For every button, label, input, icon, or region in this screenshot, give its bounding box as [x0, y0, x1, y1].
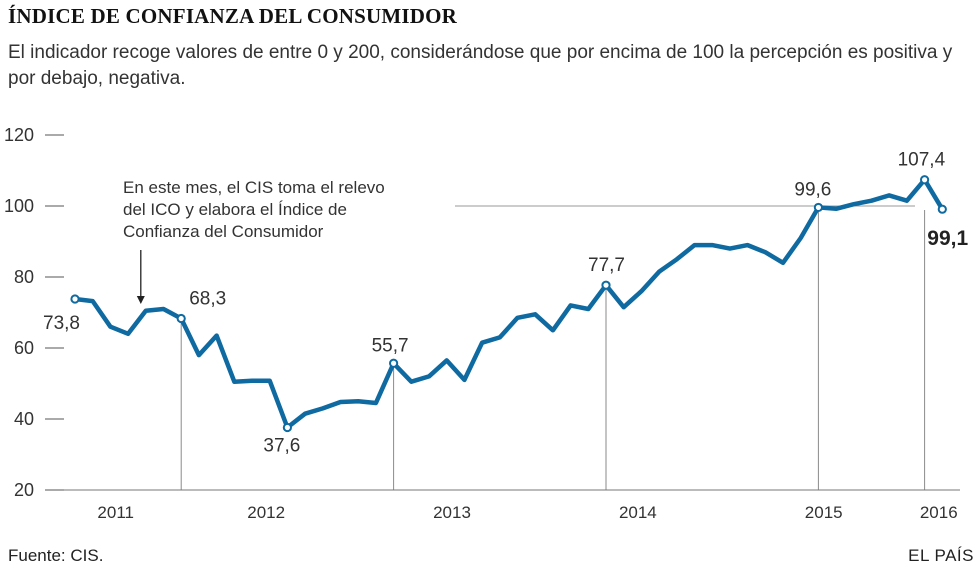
source-note: Fuente: CIS.	[8, 546, 104, 565]
chart-subtitle: El indicador recoge valores de entre 0 y…	[8, 42, 953, 89]
data-label: 77,7	[588, 255, 625, 276]
y-tick-label: 80	[14, 267, 34, 287]
drop-lines	[180, 210, 926, 490]
data-labels: 73,8 68,3 37,6 55,7 77,7 99,6 107,4 99,1	[43, 150, 968, 457]
data-point-marker	[70, 294, 80, 304]
y-tick-label: 20	[14, 480, 34, 500]
x-tick-label: 2012	[247, 503, 285, 522]
data-label: 37,6	[263, 436, 300, 457]
x-tick-label: 2016	[920, 503, 958, 522]
data-point-marker	[282, 422, 292, 433]
data-label: 107,4	[898, 150, 946, 171]
data-point-marker	[920, 175, 930, 185]
data-label: 68,3	[189, 289, 226, 310]
annotation-text-line: En este mes, el CIS toma el relevo	[123, 178, 385, 197]
data-point-marker	[937, 204, 947, 214]
series-line	[72, 177, 945, 430]
data-point-marker	[176, 313, 186, 324]
marker-layer	[70, 175, 947, 433]
series-line-layer	[72, 177, 945, 430]
annotation-text-line: del ICO y elabora el Índice de	[123, 200, 347, 219]
x-tick-label: 2011	[97, 503, 134, 522]
line-chart: 20 40 60 80 100 120 73,8 68,3 37,6 55,7 77,7 99,6 1…	[4, 125, 969, 522]
y-tick-label: 100	[4, 196, 34, 216]
y-tick-label: 120	[4, 125, 34, 145]
x-tick-label: 2013	[433, 503, 471, 522]
data-point-marker	[389, 358, 399, 368]
data-label: 99,6	[794, 179, 831, 200]
data-point-marker	[601, 280, 611, 290]
x-axis: 2011 2012 2013 2014 2015 2016	[45, 489, 960, 522]
data-point-marker	[813, 202, 824, 213]
data-label: 73,8	[43, 313, 80, 334]
brand-logo-text: EL PAÍS	[908, 546, 974, 565]
annotation-text-line: Confianza del Consumidor	[123, 222, 324, 241]
x-tick-label: 2014	[619, 503, 657, 522]
data-label: 99,1	[927, 227, 968, 250]
data-label: 55,7	[372, 335, 409, 356]
annotation-arrow-head	[136, 296, 145, 304]
y-axis-ticks: 20 40 60 80 100 120	[4, 125, 64, 500]
y-tick-label: 40	[14, 409, 34, 429]
annotation-note: En este mes, el CIS toma el relevo del IC…	[123, 178, 385, 304]
x-tick-label: 2015	[805, 503, 843, 522]
y-tick-label: 60	[14, 338, 34, 358]
chart-title: ÍNDICE DE CONFIANZA DEL CONSUMIDOR	[8, 4, 458, 28]
